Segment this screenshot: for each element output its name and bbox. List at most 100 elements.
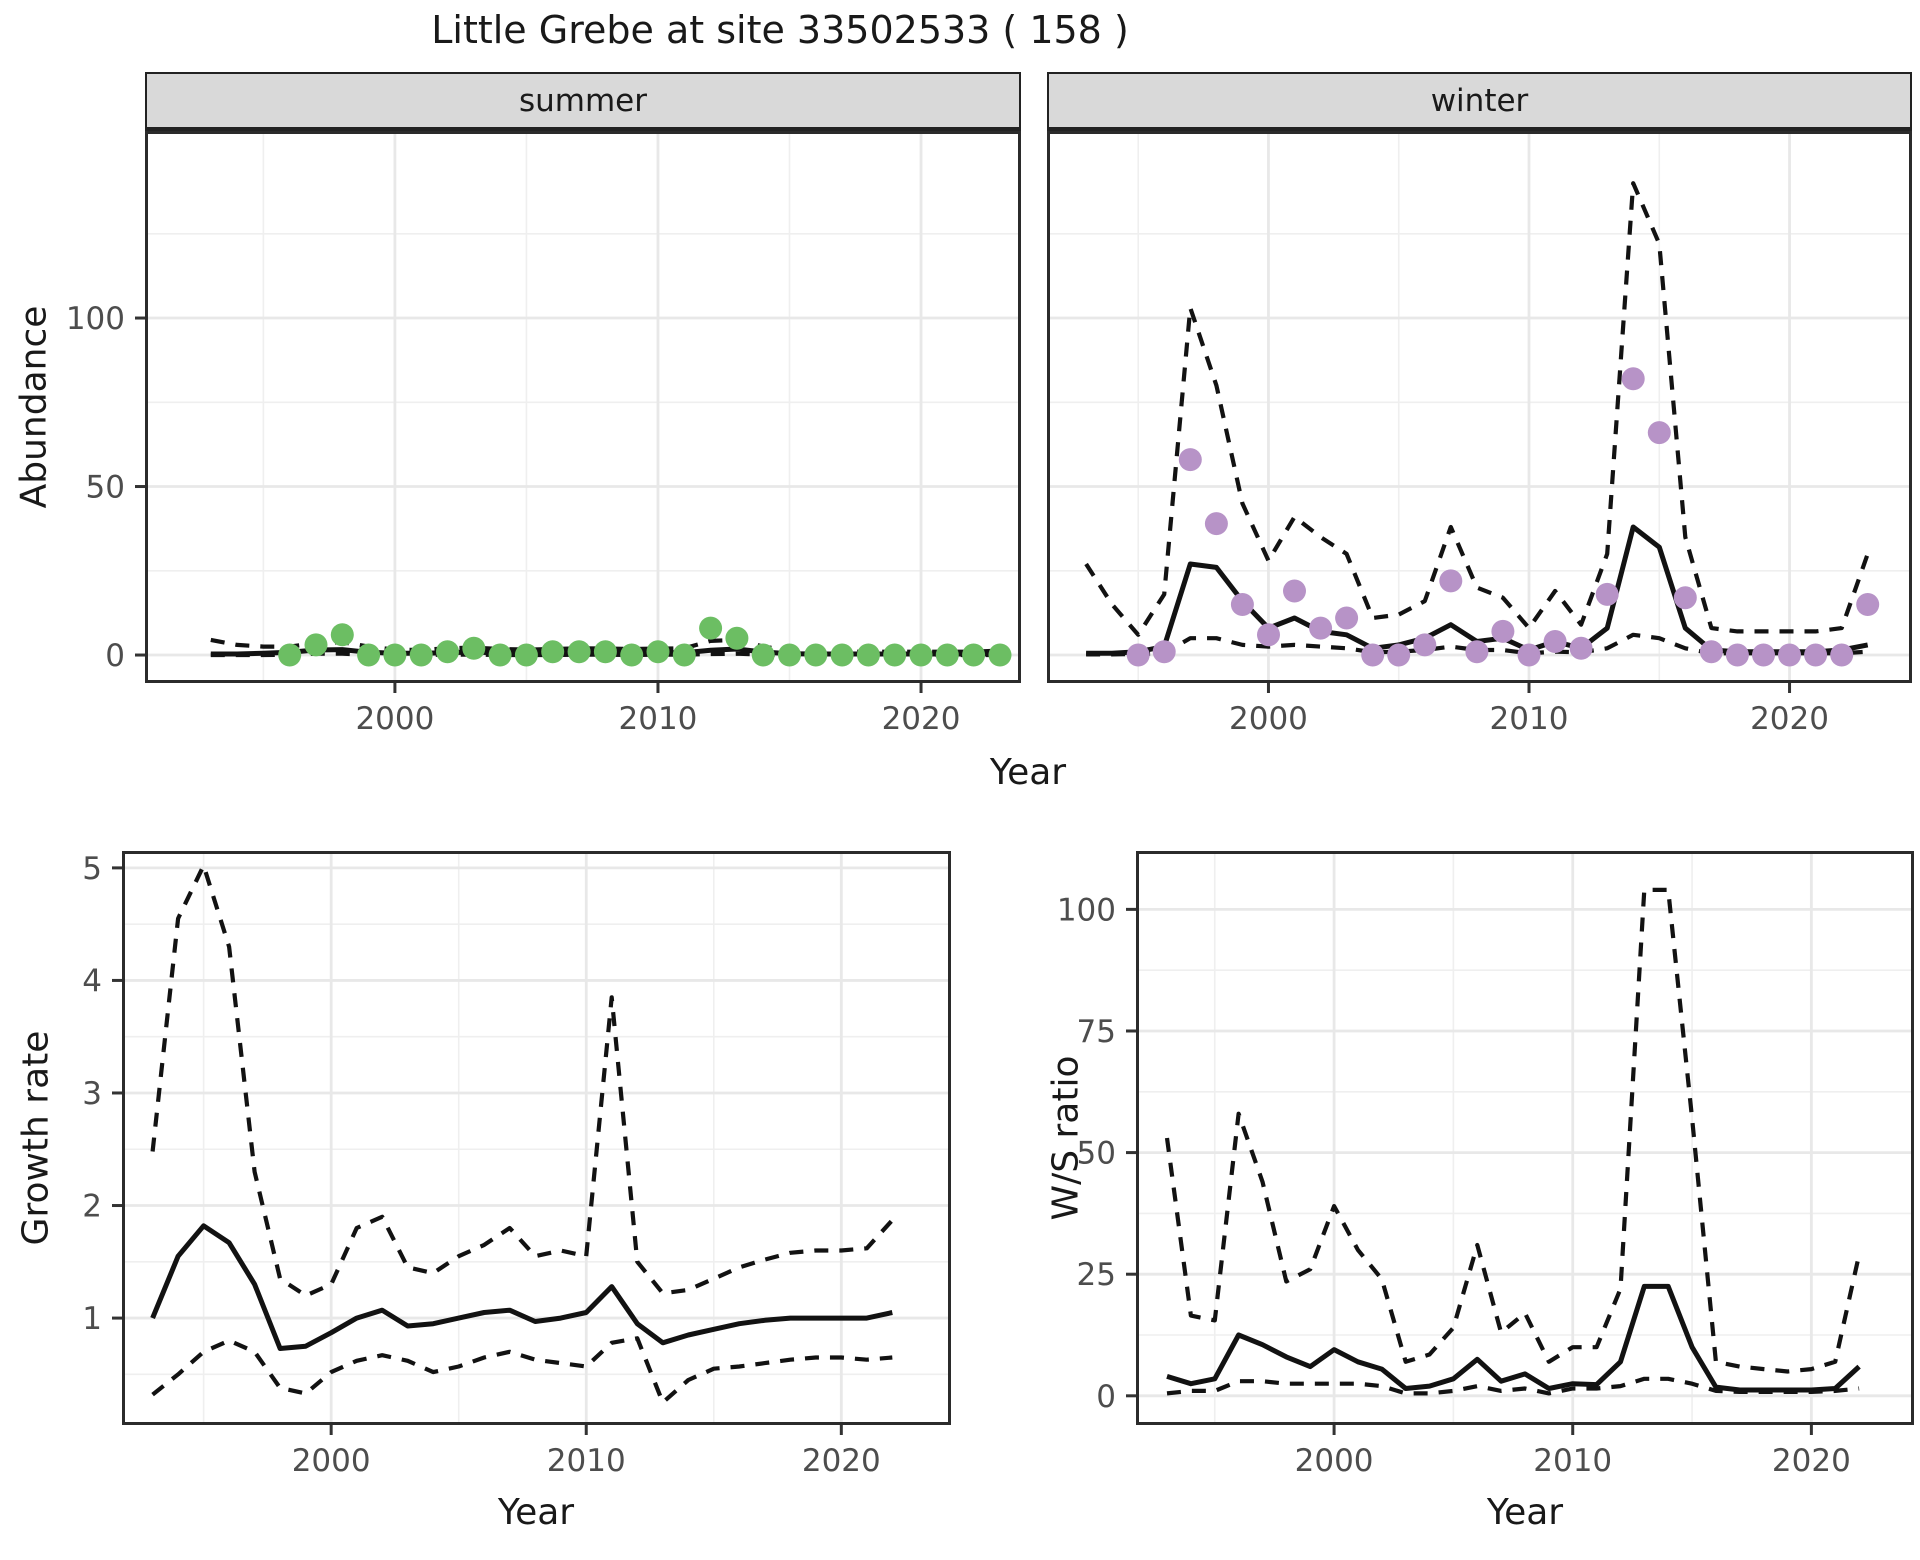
y-tick-label: 0 (105, 638, 125, 674)
observed_winter_counts-point (1439, 569, 1463, 593)
observed_summer_counts-point (672, 643, 696, 667)
observed_summer_counts-point (409, 643, 433, 667)
observed_winter_counts-point (1804, 643, 1828, 667)
fitted-line (150, 1223, 893, 1351)
x-tick-label: 2000 (1295, 1443, 1374, 1479)
observed_winter_counts-point (1856, 593, 1880, 616)
y-tick-label: 100 (1057, 892, 1116, 928)
upper_ci-line (150, 863, 894, 1298)
x-tick-label: 2020 (1772, 1443, 1851, 1479)
y-tick-label: 1 (82, 1301, 102, 1337)
observed_winter_counts-point (1230, 593, 1254, 616)
fitted-line (1166, 1283, 1861, 1393)
observed_summer_counts-point (304, 633, 328, 657)
observed_summer_counts-point (962, 643, 986, 667)
observed_winter_counts-point (1752, 643, 1775, 667)
y-tick-label: 5 (82, 851, 102, 887)
observed_summer_counts-point (935, 643, 959, 667)
observed_summer_counts-point (883, 643, 907, 667)
year-axis-label-bottom-left: Year (497, 1492, 575, 1533)
panel-border (1047, 131, 1912, 683)
y-tick-label: 25 (1077, 1257, 1116, 1293)
observed_summer_counts-point (620, 643, 644, 667)
facet-strip-winter-label: winter (1430, 82, 1529, 119)
observed_winter_counts-point (1413, 633, 1437, 657)
growth-rate-axis-label: Growth rate (15, 1030, 57, 1246)
y-tick-label: 0 (1096, 1379, 1116, 1415)
x-tick-label: 2010 (1533, 1443, 1612, 1479)
y-tick-label: 75 (1077, 1014, 1116, 1050)
winter-abundance-plot: 2000 2010 2020 (1047, 131, 1912, 737)
y-tick-label: 3 (82, 1076, 102, 1112)
observed_winter_counts-point (1517, 643, 1541, 667)
lower_ci-line (151, 1336, 893, 1405)
observed_winter_counts-point (1673, 586, 1697, 610)
observed_winter_counts-point (1361, 643, 1385, 667)
observed_summer_counts-point (567, 640, 591, 664)
observed_summer_counts-point (593, 640, 617, 664)
observed_winter_counts-point (1126, 643, 1150, 667)
x-tick-label: 2020 (882, 701, 961, 737)
observed_winter_counts-point (1178, 448, 1202, 472)
observed_summer_counts-point (830, 643, 854, 667)
observed_summer_counts-point (725, 626, 749, 650)
observed_winter_counts-point (1309, 616, 1333, 640)
x-tick-label: 2000 (292, 1443, 371, 1479)
observed_winter_counts-point (1283, 579, 1306, 603)
facet-strip-winter: winter (1047, 72, 1912, 131)
observed_summer_counts-point (699, 616, 723, 640)
year-axis-label-bottom-right: Year (1486, 1492, 1564, 1533)
observed_winter_counts-point (1387, 643, 1411, 667)
fitted-line (1086, 524, 1869, 656)
figure-title: Little Grebe at site 33502533 ( 158 ) (431, 8, 1129, 52)
year-axis-label-top: Year (989, 752, 1067, 793)
observed_summer_counts-point (330, 623, 354, 647)
y-tick-label: 100 (66, 301, 125, 337)
observed_winter_counts-point (1647, 421, 1671, 445)
y-tick-label: 2 (82, 1189, 102, 1225)
upper_ci-line (1084, 181, 1870, 637)
panel-border (145, 131, 1021, 683)
summer-abundance-plot: 2000 2010 2020 0 50 100 (66, 131, 1021, 737)
observed_winter_counts-point (1725, 643, 1749, 667)
panel-border (1136, 851, 1914, 1425)
observed_winter_counts-point (1491, 619, 1515, 643)
observed_winter_counts-point (1778, 643, 1801, 667)
y-tick-label: 50 (1077, 1136, 1116, 1172)
observed_winter_counts-point (1257, 623, 1280, 647)
observed_summer_counts-point (751, 643, 775, 667)
observed_winter_counts-point (1152, 640, 1176, 664)
observed_summer_counts-point (357, 643, 381, 667)
observed_summer_counts-point (278, 643, 302, 667)
observed_summer_counts-point (436, 640, 459, 664)
abundance-axis-label: Abundance (13, 305, 55, 509)
y-tick-label: 4 (82, 963, 102, 999)
x-tick-label: 2010 (619, 701, 698, 737)
observed_summer_counts-point (383, 643, 407, 667)
observed_winter_counts-point (1699, 640, 1723, 664)
x-tick-label: 2020 (802, 1443, 881, 1479)
observed_winter_counts-point (1830, 643, 1854, 667)
growth-rate-plot: 2000 2010 2020 1 2 3 4 5 (82, 851, 951, 1479)
observed_winter_counts-point (1204, 512, 1228, 536)
x-tick-label: 2020 (1750, 701, 1829, 737)
x-tick-label: 2000 (1229, 701, 1308, 737)
observed_winter_counts-point (1543, 630, 1567, 653)
x-tick-label: 2010 (1490, 701, 1569, 737)
observed_summer_counts-point (909, 643, 933, 667)
observed_winter_counts-point (1335, 606, 1359, 630)
observed_summer_counts-point (514, 643, 538, 667)
y-tick-label: 50 (86, 470, 125, 506)
observed_summer_counts-point (778, 643, 801, 667)
upper_ci-line (1164, 887, 1862, 1374)
x-tick-label: 2010 (547, 1443, 626, 1479)
ws-ratio-plot: 2000 2010 2020 0 25 50 75 100 (1057, 851, 1914, 1479)
observed_summer_counts-point (488, 643, 512, 667)
observed_summer_counts-point (856, 643, 880, 667)
facet-strip-summer: summer (145, 72, 1021, 131)
observed_summer_counts-point (646, 640, 670, 664)
x-tick-label: 2000 (355, 701, 434, 737)
observed_winter_counts-point (1465, 640, 1489, 664)
panel-border (122, 851, 951, 1425)
